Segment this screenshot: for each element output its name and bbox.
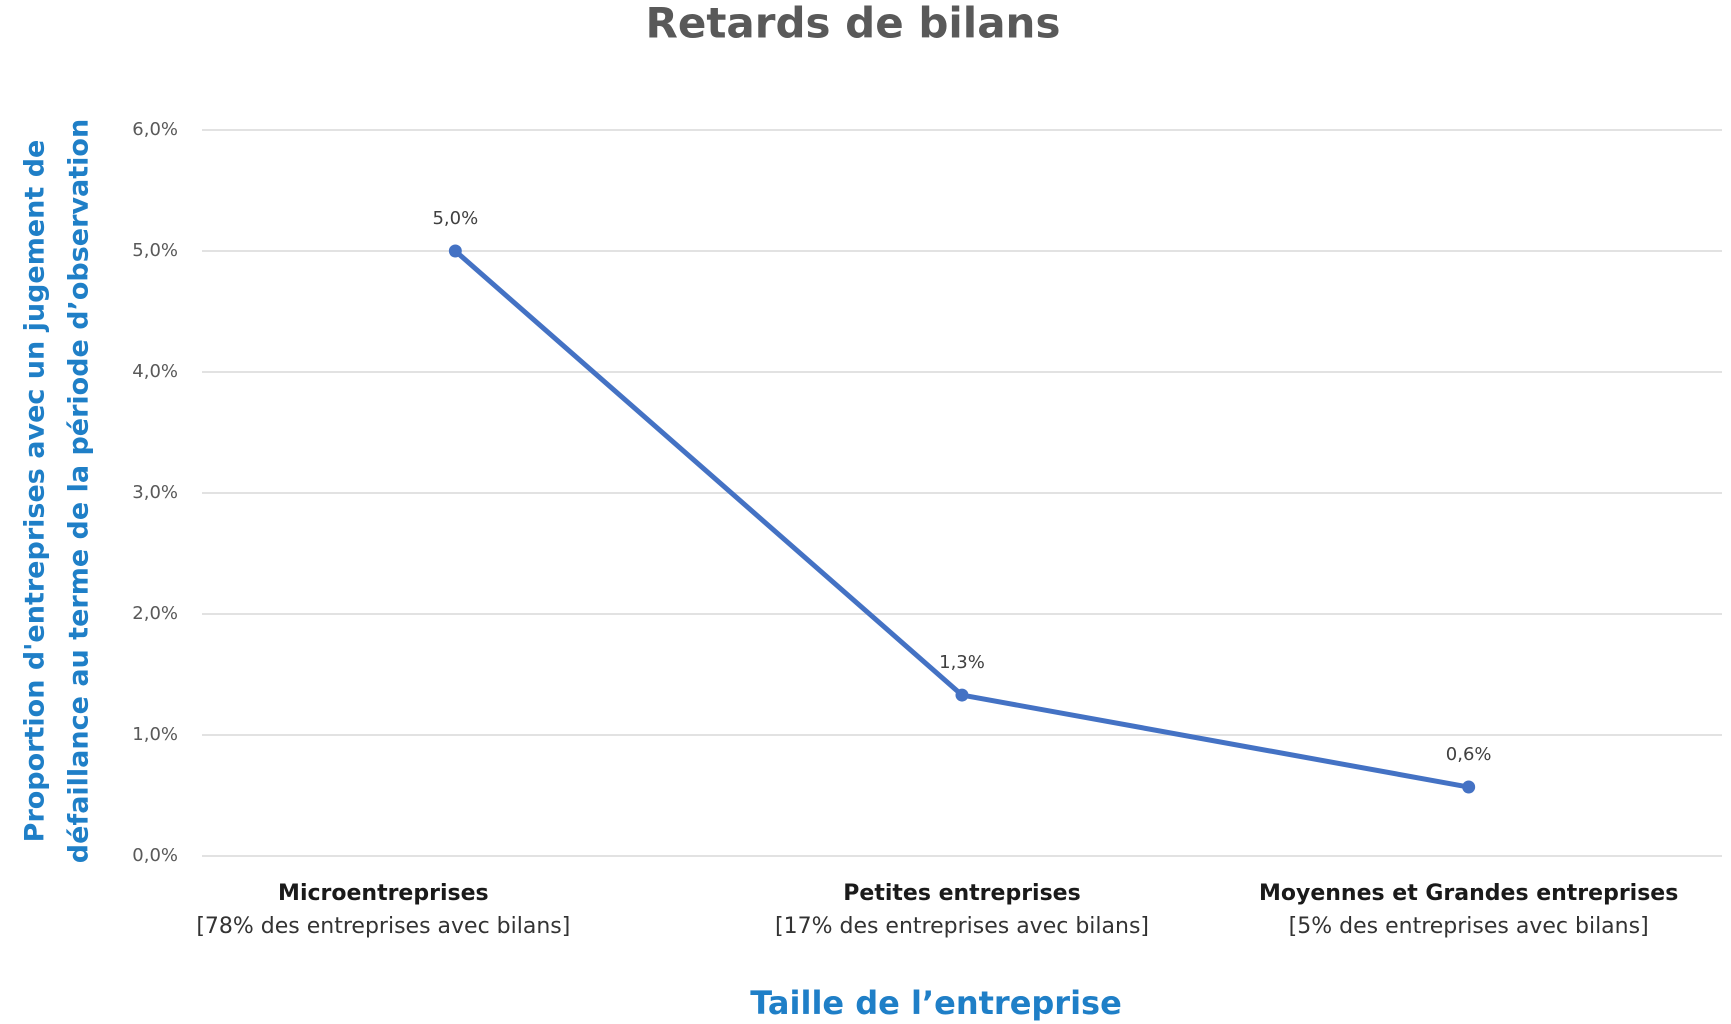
data-label: 5,0% xyxy=(432,208,478,229)
point xyxy=(1462,780,1476,794)
x-tick-note: [5% des entreprises avec bilans] xyxy=(1289,914,1649,939)
data-label: 0,6% xyxy=(1446,744,1492,765)
line-series xyxy=(453,249,1470,790)
y-axis-title-line: Proportion d'entreprises avec un jugemen… xyxy=(20,140,51,843)
data-label: 1,3% xyxy=(939,652,985,673)
x-tick-label: Moyennes et Grandes entreprises xyxy=(1259,881,1678,906)
y-tick-label: 5,0% xyxy=(132,240,178,261)
y-tick-label: 2,0% xyxy=(132,603,178,624)
y-tick-label: 3,0% xyxy=(132,482,178,503)
point xyxy=(448,244,462,258)
x-tick-note: [78% des entreprises avec bilans] xyxy=(196,914,570,939)
y-tick-label: 1,0% xyxy=(132,724,178,745)
y-tick-label: 4,0% xyxy=(132,361,178,382)
point xyxy=(955,688,969,702)
x-axis-title: Taille de l’entreprise xyxy=(750,984,1122,1022)
x-tick-label: Microentreprises xyxy=(278,881,489,906)
y-axis-title-line: défaillance au terme de la période d’obs… xyxy=(64,119,95,863)
y-tick-label: 0,0% xyxy=(132,845,178,866)
x-tick-label: Petites entreprises xyxy=(843,881,1080,906)
chart-title: Retards de bilans xyxy=(646,0,1061,48)
x-tick-note: [17% des entreprises avec bilans] xyxy=(775,914,1149,939)
y-tick-label: 6,0% xyxy=(132,119,178,140)
y-axis-title: Proportion d'entreprises avec un jugemen… xyxy=(20,119,95,863)
